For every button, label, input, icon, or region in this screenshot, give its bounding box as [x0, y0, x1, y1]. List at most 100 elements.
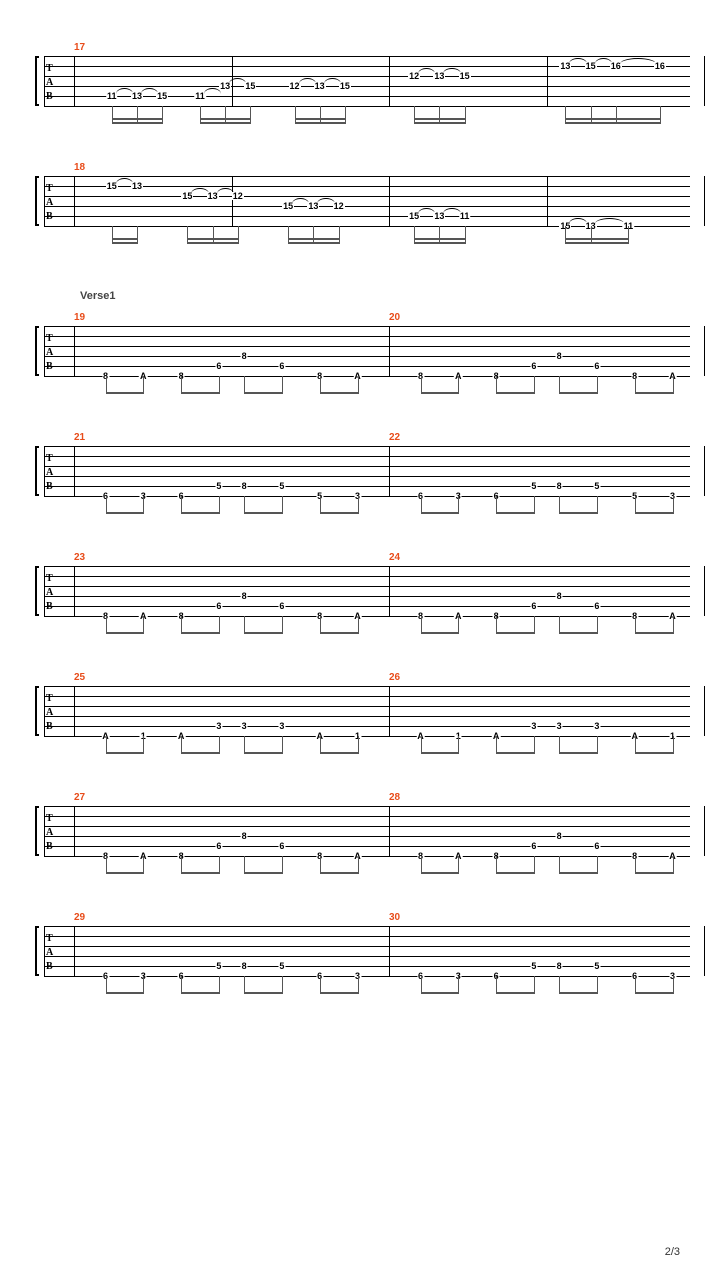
fret-number: 8	[556, 832, 563, 840]
tab-clef-letter: A	[46, 348, 53, 358]
beam	[181, 632, 220, 634]
beam	[414, 122, 465, 124]
beam	[421, 512, 460, 514]
tab-clef-letter: A	[46, 828, 53, 838]
barline	[74, 176, 75, 226]
beam	[181, 512, 220, 514]
beam	[559, 392, 598, 394]
system-bracket	[35, 686, 39, 736]
staff-line	[44, 56, 690, 57]
tab-clef-letter: B	[46, 962, 53, 972]
fret-number: 8	[241, 482, 248, 490]
beam	[421, 392, 460, 394]
fret-number: 8	[556, 482, 563, 490]
beam	[559, 872, 598, 874]
staff-line	[44, 576, 690, 577]
beam	[565, 238, 629, 240]
beam	[496, 992, 535, 994]
beam	[200, 118, 251, 120]
fret-number: 6	[215, 842, 222, 850]
staff-line	[44, 196, 690, 197]
fret-number: 6	[278, 362, 285, 370]
tab-system: 2930TAB6365856363658563	[30, 910, 690, 1020]
barline	[44, 926, 45, 976]
fret-number: 6	[215, 602, 222, 610]
beam	[288, 238, 339, 240]
barline	[547, 56, 548, 106]
fret-number: 15	[244, 82, 256, 90]
staff-line	[44, 816, 690, 817]
beam	[320, 992, 359, 994]
beam	[565, 122, 661, 124]
beam	[244, 512, 283, 514]
tab-clef-letter: B	[46, 842, 53, 852]
tab-clef-letter: B	[46, 362, 53, 372]
beam	[496, 512, 535, 514]
fret-number: 3	[278, 722, 285, 730]
beam	[421, 992, 460, 994]
beam	[635, 632, 674, 634]
barline	[74, 56, 75, 106]
barline	[74, 686, 75, 736]
staff-line	[44, 206, 690, 207]
slur	[595, 218, 625, 224]
barline	[74, 446, 75, 496]
beam	[295, 118, 346, 120]
tab-clef-letter: A	[46, 198, 53, 208]
barline	[389, 326, 390, 376]
fret-number: 6	[278, 842, 285, 850]
beam	[496, 752, 535, 754]
barline	[44, 566, 45, 616]
beam	[106, 992, 145, 994]
beam	[320, 752, 359, 754]
fret-number: 6	[530, 602, 537, 610]
beam	[559, 992, 598, 994]
barline	[389, 56, 390, 106]
barline	[704, 56, 705, 106]
beam	[244, 632, 283, 634]
beam	[635, 752, 674, 754]
beam	[496, 392, 535, 394]
barline	[704, 326, 705, 376]
barline	[232, 176, 233, 226]
beam	[295, 122, 346, 124]
beam	[320, 632, 359, 634]
beam	[106, 872, 145, 874]
beam	[559, 752, 598, 754]
measure-number: 30	[389, 912, 400, 923]
beam	[106, 632, 145, 634]
beam	[421, 752, 460, 754]
beam	[565, 118, 661, 120]
beam	[244, 992, 283, 994]
measure-number: 29	[74, 912, 85, 923]
tab-clef-letter: T	[46, 184, 53, 194]
barline	[389, 806, 390, 856]
tab-clef-letter: B	[46, 602, 53, 612]
beam	[635, 992, 674, 994]
fret-number: 15	[339, 82, 351, 90]
beam	[496, 872, 535, 874]
barline	[74, 926, 75, 976]
fret-number: 13	[131, 182, 143, 190]
staff-line	[44, 946, 690, 947]
tab-clef-letter: T	[46, 694, 53, 704]
tab-system: 2526TABA1A333A1A1A333A1	[30, 670, 690, 780]
staff-line	[44, 586, 690, 587]
tab-clef-letter: A	[46, 948, 53, 958]
measure-number: 27	[74, 792, 85, 803]
barline	[704, 926, 705, 976]
beam	[414, 242, 465, 244]
staff-line	[44, 86, 690, 87]
tab-clef-letter: A	[46, 588, 53, 598]
beam	[106, 752, 145, 754]
beam	[421, 632, 460, 634]
staff-line	[44, 926, 690, 927]
fret-number: 8	[556, 962, 563, 970]
system-bracket	[35, 446, 39, 496]
beam	[181, 392, 220, 394]
staff-line	[44, 76, 690, 77]
beam	[320, 872, 359, 874]
tab-clef-letter: A	[46, 468, 53, 478]
staff-line	[44, 806, 690, 807]
fret-number: 6	[215, 362, 222, 370]
